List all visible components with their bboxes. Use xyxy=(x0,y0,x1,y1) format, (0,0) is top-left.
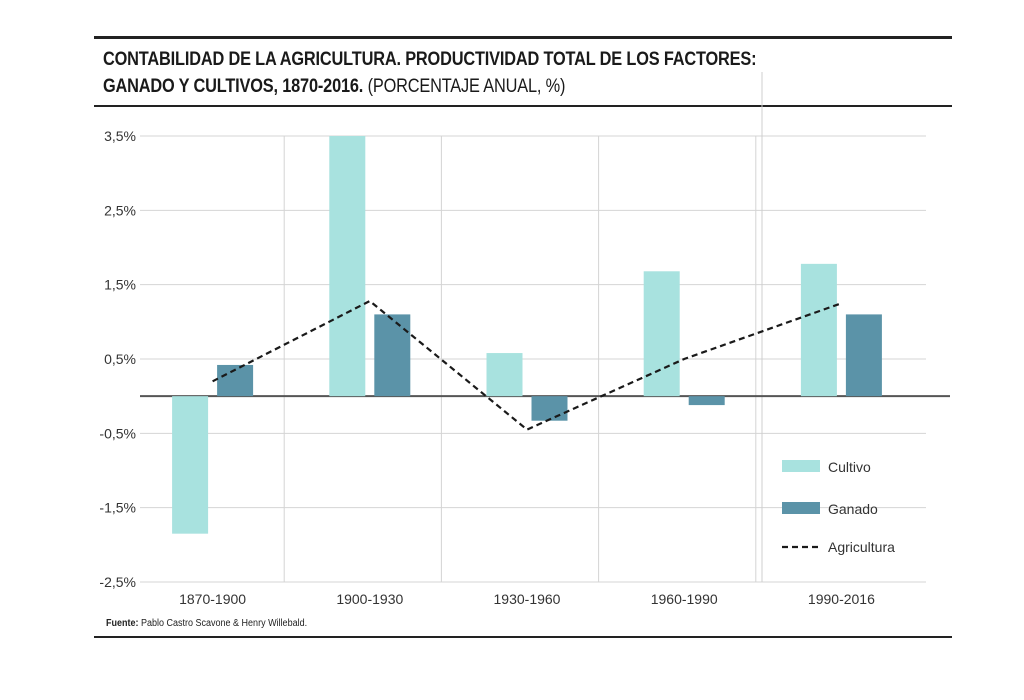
chart-subtitle: (PORCENTAJE ANUAL, %) xyxy=(367,76,566,97)
title-rule xyxy=(94,105,952,107)
line-agricultura xyxy=(212,299,842,431)
bar-cultivo xyxy=(329,136,366,397)
bottom-rule xyxy=(94,636,952,638)
legend-swatch-ganado xyxy=(782,502,820,514)
chart-title-line1: CONTABILIDAD DE LA AGRICULTURA. PRODUCTI… xyxy=(103,49,757,70)
y-tick-label: 3,5% xyxy=(104,128,136,144)
bar-cultivo xyxy=(643,271,680,397)
bar-cultivo xyxy=(172,396,209,534)
y-tick-label: -0,5% xyxy=(99,425,136,441)
y-tick-label: -1,5% xyxy=(99,500,136,516)
legend: Cultivo Ganado Agricultura xyxy=(782,459,895,555)
labels-layer: 3,5% 2,5% 1,5% 0,5% -0,5% -1,5% -2,5% 1870-1900… xyxy=(99,128,875,607)
source-note: Fuente: Pablo Castro Scavone & Henry Wil… xyxy=(106,618,307,629)
source-label: Fuente: xyxy=(106,618,139,629)
top-rule xyxy=(94,36,952,39)
bar-cultivo xyxy=(486,353,523,397)
bar-ganado xyxy=(374,314,411,397)
x-tick-label: 1930-1960 xyxy=(494,591,561,607)
legend-label-cultivo: Cultivo xyxy=(828,459,871,475)
chart-title-line2-bold: GANADO Y CULTIVOS, 1870-2016. xyxy=(103,76,364,97)
x-tick-label: 1870-1900 xyxy=(179,591,246,607)
bars-layer xyxy=(172,136,882,534)
legend-label-ganado: Ganado xyxy=(828,501,878,517)
x-tick-label: 1960-1990 xyxy=(651,591,718,607)
line-layer xyxy=(212,299,842,431)
bar-ganado xyxy=(845,314,882,397)
legend-label-agricultura: Agricultura xyxy=(828,539,895,555)
x-tick-label: 1990-2016 xyxy=(808,591,875,607)
x-tick-label: 1900-1930 xyxy=(336,591,403,607)
chart-title: CONTABILIDAD DE LA AGRICULTURA. PRODUCTI… xyxy=(103,46,825,100)
y-tick-label: 1,5% xyxy=(104,277,136,293)
bar-cultivo xyxy=(800,263,837,397)
y-tick-label: -2,5% xyxy=(99,574,136,590)
y-tick-label: 0,5% xyxy=(104,351,136,367)
y-tick-label: 2,5% xyxy=(104,202,136,218)
legend-swatch-cultivo xyxy=(782,460,820,472)
chart-title-line2: GANADO Y CULTIVOS, 1870-2016. (PORCENTAJ… xyxy=(103,73,825,100)
bar-ganado xyxy=(531,396,568,421)
source-text: Pablo Castro Scavone & Henry Willebald. xyxy=(141,618,308,629)
bar-ganado xyxy=(688,396,725,406)
